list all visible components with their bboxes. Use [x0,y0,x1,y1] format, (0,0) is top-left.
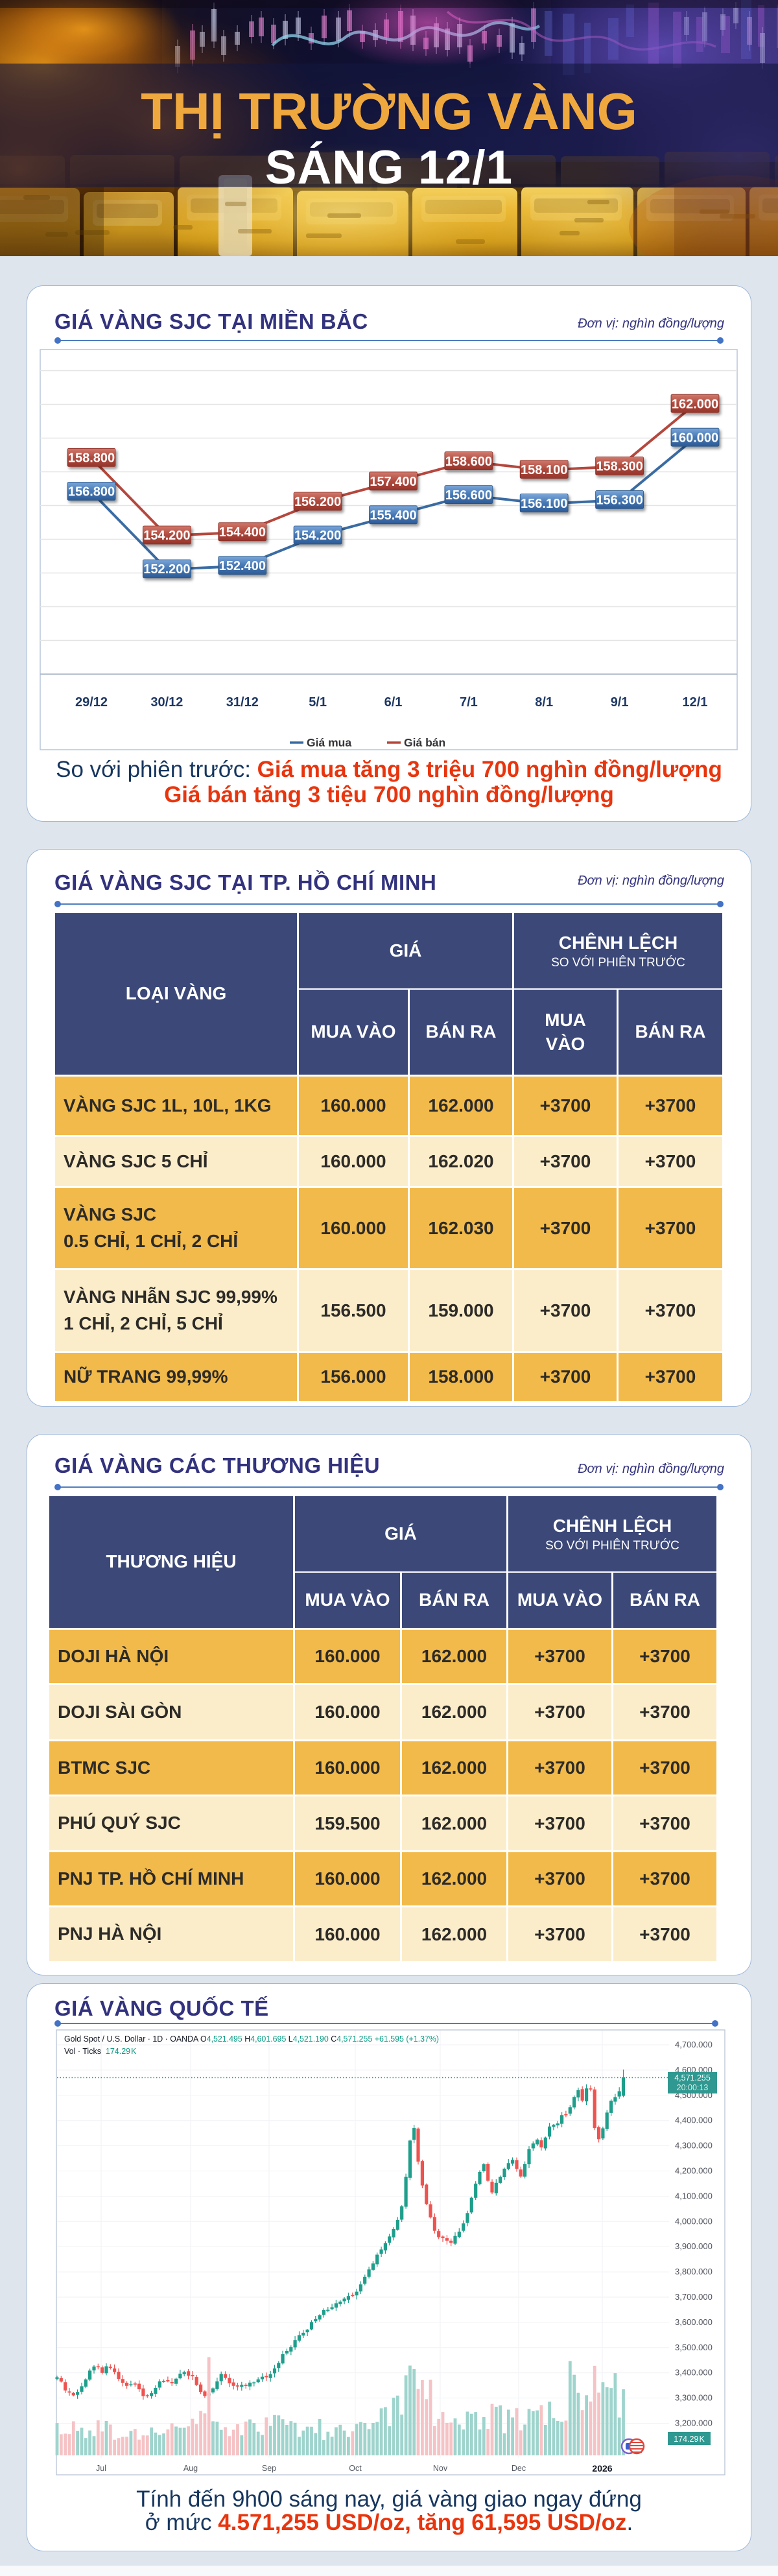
svg-text:3,400.000: 3,400.000 [675,2368,713,2378]
svg-text:3,700.000: 3,700.000 [675,2292,713,2302]
svg-text:4,100.000: 4,100.000 [675,2191,713,2200]
svg-text:154.200: 154.200 [143,529,190,543]
svg-text:154.200: 154.200 [294,529,341,543]
svg-text:20:00:13: 20:00:13 [677,2083,709,2092]
svg-text:160.000: 160.000 [672,431,718,445]
svg-text:4,571.255: 4,571.255 [674,2073,711,2082]
svg-text:3,200.000: 3,200.000 [675,2418,713,2428]
svg-text:Aug: Aug [183,2464,198,2473]
svg-text:154.400: 154.400 [219,525,266,540]
svg-text:Jul: Jul [96,2464,106,2473]
svg-text:3,300.000: 3,300.000 [675,2393,713,2403]
svg-text:152.200: 152.200 [143,562,190,577]
svg-text:157.400: 157.400 [370,475,416,489]
svg-text:12/1: 12/1 [683,695,708,710]
svg-text:6/1: 6/1 [384,695,403,710]
svg-text:Dec: Dec [512,2464,526,2473]
svg-text:156.300: 156.300 [596,494,642,508]
svg-text:8/1: 8/1 [535,695,553,710]
svg-text:4,300.000: 4,300.000 [675,2141,713,2151]
svg-text:3,800.000: 3,800.000 [675,2267,713,2276]
svg-text:30/12: 30/12 [150,695,183,710]
svg-text:Nov: Nov [433,2464,448,2473]
svg-text:174.29 K: 174.29 K [674,2435,705,2444]
svg-text:156.600: 156.600 [445,488,492,503]
svg-text:Sep: Sep [262,2464,276,2473]
svg-text:9/1: 9/1 [611,695,629,710]
svg-text:162.000: 162.000 [672,397,718,411]
svg-text:Oct: Oct [349,2464,362,2473]
svg-text:152.400: 152.400 [219,559,266,573]
svg-text:158.600: 158.600 [445,455,492,469]
svg-text:Giá mua: Giá mua [307,736,351,749]
svg-text:158.300: 158.300 [596,460,642,474]
svg-text:Gold Spot / U.S. Dollar · 1D ·: Gold Spot / U.S. Dollar · 1D · OANDA O4,… [64,2034,439,2044]
svg-text:156.100: 156.100 [521,497,567,511]
svg-text:158.800: 158.800 [68,451,115,466]
svg-text:5/1: 5/1 [309,695,327,710]
svg-text:31/12: 31/12 [226,695,259,710]
svg-text:29/12: 29/12 [75,695,108,710]
svg-text:156.200: 156.200 [294,495,341,509]
svg-text:Giá bán: Giá bán [404,736,445,749]
svg-text:7/1: 7/1 [460,695,478,710]
svg-text:3,500.000: 3,500.000 [675,2343,713,2352]
svg-text:4,000.000: 4,000.000 [675,2216,713,2226]
svg-text:Vol · Ticks 174.29 K: Vol · Ticks 174.29 K [64,2047,137,2056]
svg-text:4,400.000: 4,400.000 [675,2116,713,2125]
svg-text:158.100: 158.100 [521,463,567,477]
svg-text:156.800: 156.800 [68,485,115,499]
svg-text:3,600.000: 3,600.000 [675,2317,713,2327]
svg-text:4,700.000: 4,700.000 [675,2040,713,2049]
svg-text:2026: 2026 [592,2463,612,2474]
svg-text:155.400: 155.400 [370,508,416,523]
svg-text:3,900.000: 3,900.000 [675,2241,713,2251]
svg-text:4,200.000: 4,200.000 [675,2166,713,2176]
